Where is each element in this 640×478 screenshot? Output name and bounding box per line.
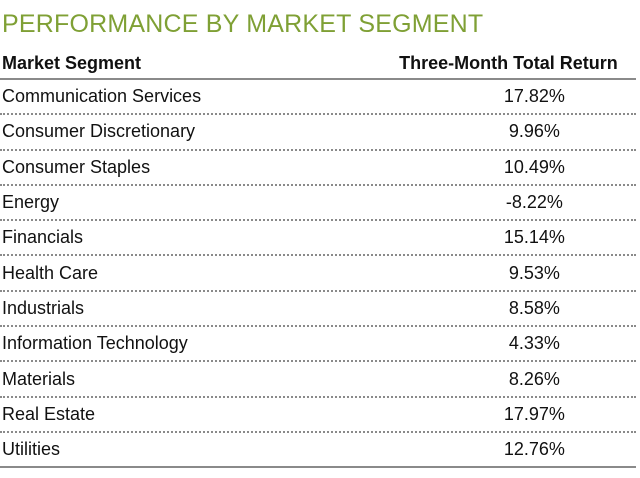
segment-name: Industrials <box>2 297 85 318</box>
segment-return: 17.97% <box>503 403 565 424</box>
table-row: Utilities 12.76% <box>0 433 636 469</box>
table-row: Industrials 8.58% <box>0 292 636 328</box>
segment-return: 9.53% <box>508 262 560 283</box>
segment-return: 9.96% <box>508 121 560 142</box>
segment-return: 17.82% <box>503 86 565 107</box>
page-title: PERFORMANCE BY MARKET SEGMENT <box>2 10 484 38</box>
segment-name: Consumer Discretionary <box>2 121 196 142</box>
segment-name: Materials <box>2 368 76 389</box>
table-row: Real Estate 17.97% <box>0 398 636 433</box>
segment-return: 10.49% <box>503 156 565 177</box>
table-row: Energy -8.22% <box>0 186 636 222</box>
segment-return: 8.26% <box>508 368 560 389</box>
segment-return: 8.58% <box>508 297 560 318</box>
table-header: Market Segment Three-Month Total Return <box>0 48 636 80</box>
table-row: Information Technology 4.33% <box>0 327 636 363</box>
performance-table: Market Segment Three-Month Total Return … <box>0 48 636 469</box>
segment-name: Information Technology <box>2 333 188 354</box>
segment-name: Consumer Staples <box>2 156 151 177</box>
segment-name: Health Care <box>2 262 99 283</box>
segment-return: 12.76% <box>503 439 565 460</box>
table-row: Communication Services 17.82% <box>0 80 636 116</box>
table-row: Materials 8.26% <box>0 362 636 398</box>
column-header-three-month-return: Three-Month Total Return <box>399 52 618 73</box>
table-row: Financials 15.14% <box>0 221 636 257</box>
segment-name: Communication Services <box>2 86 202 107</box>
segment-return: -8.22% <box>505 192 563 213</box>
segment-return: 15.14% <box>503 227 565 248</box>
column-header-market-segment: Market Segment <box>2 52 142 73</box>
segment-name: Financials <box>2 227 84 248</box>
table-row: Health Care 9.53% <box>0 256 636 292</box>
segment-return: 4.33% <box>508 333 560 354</box>
segment-name: Energy <box>2 192 60 213</box>
table-row: Consumer Discretionary 9.96% <box>0 115 636 151</box>
segment-name: Real Estate <box>2 403 96 424</box>
table-row: Consumer Staples 10.49% <box>0 151 636 186</box>
segment-name: Utilities <box>2 439 61 460</box>
